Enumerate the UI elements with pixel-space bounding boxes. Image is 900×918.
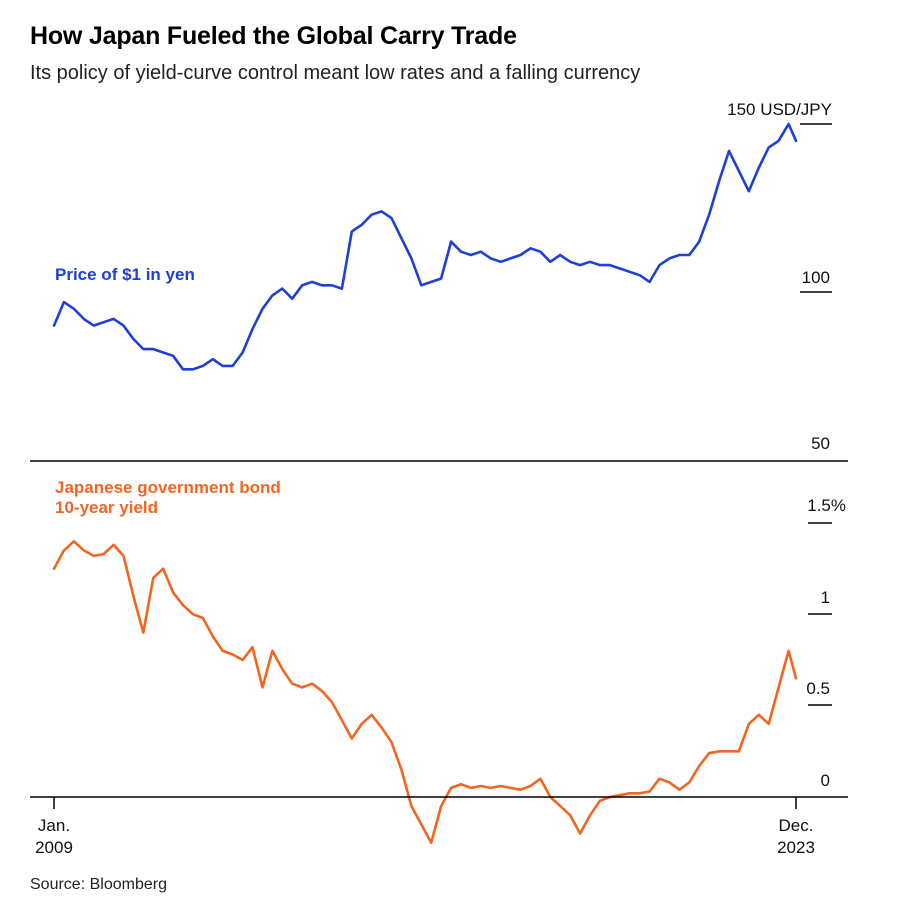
jgb-tick-label-1: 1	[821, 588, 830, 607]
jgb-series-line	[52, 540, 798, 844]
jgb-tick-label-0.5: 0.5	[806, 679, 830, 698]
usdjpy-tick-label-150: 150 USD/JPY	[727, 100, 832, 119]
x-axis-end-year: 2023	[777, 838, 815, 857]
usdjpy-tick-label-100: 100	[802, 268, 830, 287]
source-note: Source: Bloomberg	[30, 876, 167, 893]
x-axis-start-year: 2009	[35, 838, 73, 857]
x-axis-start-month: Jan.	[38, 816, 70, 835]
x-axis-end-month: Dec.	[779, 816, 814, 835]
jgb-panel: Japanese government bond 10-year yield 1…	[52, 478, 846, 844]
chart-subtitle: Its policy of yield-curve control meant …	[30, 62, 641, 84]
usdjpy-series-line	[52, 122, 798, 371]
chart-title: How Japan Fueled the Global Carry Trade	[30, 22, 517, 50]
jgb-series-label-line2: 10-year yield	[55, 498, 158, 517]
usdjpy-tick-label-50: 50	[811, 434, 830, 453]
usdjpy-series-label: Price of $1 in yen	[55, 265, 195, 284]
jgb-tick-label-0: 0	[821, 771, 830, 790]
jgb-series-label-line1: Japanese government bond	[55, 478, 281, 497]
usdjpy-panel: 150 USD/JPY 100 50 Price of $1 in yen	[52, 100, 832, 453]
jgb-tick-label-1.5: 1.5%	[807, 496, 846, 515]
